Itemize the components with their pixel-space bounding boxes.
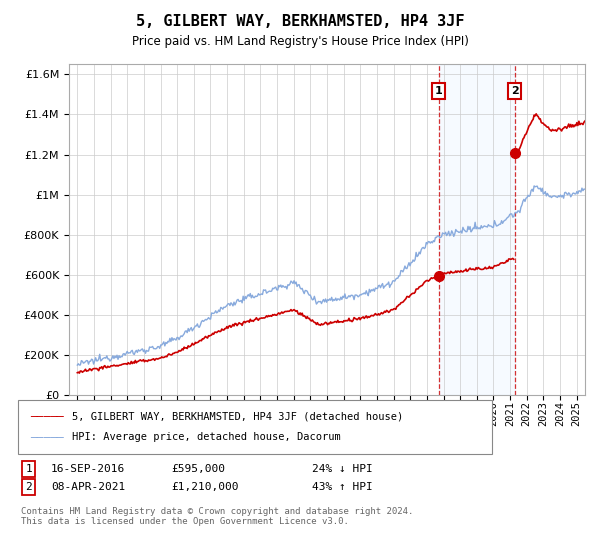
Text: 08-APR-2021: 08-APR-2021 (51, 482, 125, 492)
Text: 43% ↑ HPI: 43% ↑ HPI (312, 482, 373, 492)
Text: HPI: Average price, detached house, Dacorum: HPI: Average price, detached house, Daco… (72, 432, 341, 442)
Text: 5, GILBERT WAY, BERKHAMSTED, HP4 3JF (detached house): 5, GILBERT WAY, BERKHAMSTED, HP4 3JF (de… (72, 412, 403, 422)
Text: Price paid vs. HM Land Registry's House Price Index (HPI): Price paid vs. HM Land Registry's House … (131, 35, 469, 48)
Text: 16-SEP-2016: 16-SEP-2016 (51, 464, 125, 474)
Text: 24% ↓ HPI: 24% ↓ HPI (312, 464, 373, 474)
Text: £1,210,000: £1,210,000 (171, 482, 238, 492)
Bar (439, 64, 515, 395)
Text: Contains HM Land Registry data © Crown copyright and database right 2024.
This d: Contains HM Land Registry data © Crown c… (21, 507, 413, 526)
Text: £595,000: £595,000 (171, 464, 225, 474)
Text: ─────: ───── (30, 412, 64, 422)
Text: 1: 1 (435, 86, 443, 96)
Text: 2: 2 (25, 482, 32, 492)
Text: 5, GILBERT WAY, BERKHAMSTED, HP4 3JF: 5, GILBERT WAY, BERKHAMSTED, HP4 3JF (136, 14, 464, 29)
Text: 1: 1 (25, 464, 32, 474)
Text: 2: 2 (511, 86, 518, 96)
Text: ─────: ───── (30, 432, 64, 442)
